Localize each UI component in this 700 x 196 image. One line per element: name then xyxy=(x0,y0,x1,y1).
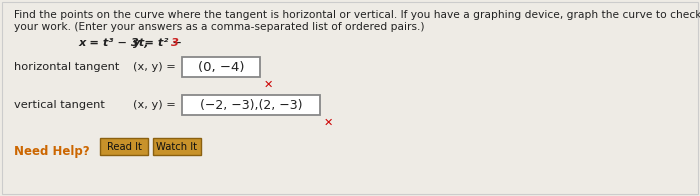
Text: Find the points on the curve where the tangent is horizontal or vertical. If you: Find the points on the curve where the t… xyxy=(14,10,700,20)
Text: ✕: ✕ xyxy=(324,118,333,128)
Text: your work. (Enter your answers as a comma-separated list of ordered pairs.): your work. (Enter your answers as a comm… xyxy=(14,22,424,32)
Text: 3: 3 xyxy=(171,38,179,48)
Text: Read It: Read It xyxy=(106,142,141,152)
Text: Watch It: Watch It xyxy=(157,142,197,152)
FancyBboxPatch shape xyxy=(153,138,201,155)
Text: x = t³ − 3t,: x = t³ − 3t, xyxy=(78,38,148,48)
FancyBboxPatch shape xyxy=(182,57,260,77)
Text: y = t² −: y = t² − xyxy=(133,38,186,48)
FancyBboxPatch shape xyxy=(100,138,148,155)
Text: vertical tangent: vertical tangent xyxy=(14,100,105,110)
Text: (0, −4): (0, −4) xyxy=(197,61,244,74)
Text: ✕: ✕ xyxy=(264,80,274,90)
FancyBboxPatch shape xyxy=(182,95,320,115)
Text: Need Help?: Need Help? xyxy=(14,145,90,158)
Text: (−2, −3),(2, −3): (−2, −3),(2, −3) xyxy=(199,99,302,112)
Text: (x, y) =: (x, y) = xyxy=(133,100,176,110)
Text: horizontal tangent: horizontal tangent xyxy=(14,62,120,72)
Text: (x, y) =: (x, y) = xyxy=(133,62,176,72)
